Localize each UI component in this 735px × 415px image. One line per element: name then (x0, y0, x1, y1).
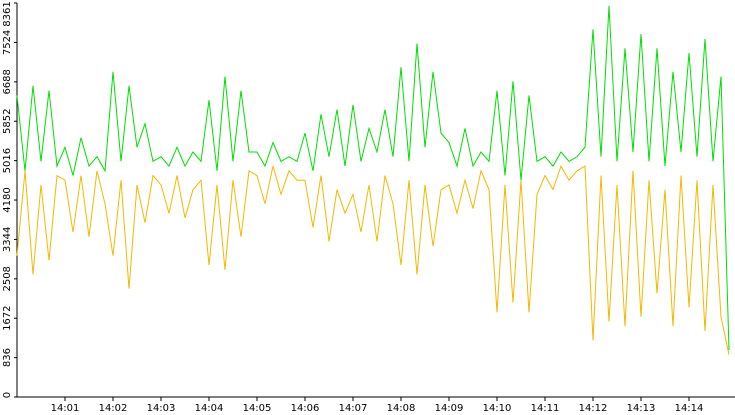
x-tick-label: 14:13 (627, 403, 656, 414)
x-tick-label: 14:08 (387, 403, 416, 414)
y-tick-label: 2508 (2, 266, 13, 291)
x-tick-label: 14:14 (675, 403, 704, 414)
y-tick-label: 7524 (2, 30, 13, 55)
x-tick-label: 14:09 (435, 403, 464, 414)
line-series (16, 164, 730, 355)
y-tick-label: 836 (2, 348, 13, 367)
line-series (16, 5, 730, 350)
y-tick-label: 3344 (2, 227, 13, 252)
x-tick-label: 14:05 (243, 403, 272, 414)
y-tick-label: 5852 (2, 109, 13, 134)
x-tick-label: 14:11 (531, 403, 560, 414)
x-tick-label: 14:01 (51, 403, 80, 414)
y-tick-label: 5016 (2, 148, 13, 173)
x-tick-label: 14:07 (339, 403, 368, 414)
y-tick-label: 4180 (2, 187, 13, 212)
x-tick-label: 14:04 (195, 403, 224, 414)
y-tick-label: 0 (2, 392, 13, 398)
y-tick-label: 1672 (2, 305, 13, 330)
x-tick-label: 14:03 (147, 403, 176, 414)
x-tick-label: 14:06 (291, 403, 320, 414)
x-tick-label: 14:02 (99, 403, 128, 414)
y-tick-label: 6688 (2, 69, 13, 94)
y-tick-label: 8361 (2, 1, 13, 26)
x-tick-label: 14:10 (483, 403, 512, 414)
x-tick-label: 14:12 (579, 403, 608, 414)
